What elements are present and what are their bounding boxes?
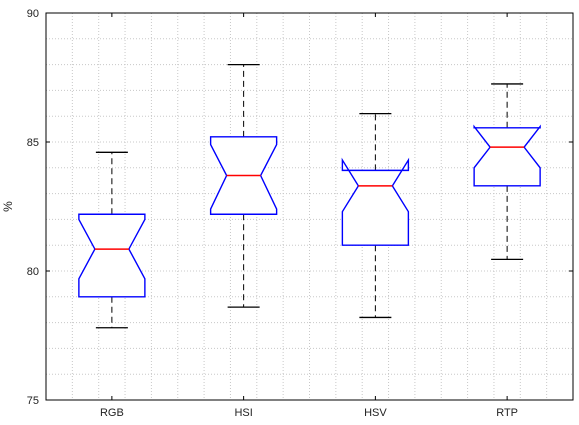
- box-rgb: [78, 151, 146, 329]
- box-body: [473, 124, 541, 187]
- box-rtp: [473, 83, 541, 261]
- y-tick-label: 85: [27, 137, 39, 149]
- y-ticks: 75 80 85 90: [27, 8, 573, 407]
- boxes: [78, 63, 541, 329]
- y-tick-label: 75: [27, 395, 39, 407]
- box-body: [78, 213, 146, 298]
- y-tick-label: 90: [27, 8, 39, 20]
- y-axis-label: %: [1, 201, 15, 212]
- x-tick-label: HSV: [364, 407, 387, 419]
- grid: [46, 13, 573, 400]
- x-ticks: RGB HSI HSV RTP: [100, 13, 518, 419]
- x-tick-label: HSI: [234, 407, 252, 419]
- box-body: [341, 157, 410, 246]
- plot-frame: [45, 12, 574, 401]
- x-tick-label: RTP: [496, 407, 518, 419]
- box-hsi: [209, 63, 278, 308]
- box-hsv: [341, 112, 410, 319]
- x-tick-label: RGB: [100, 407, 124, 419]
- y-tick-label: 80: [27, 266, 39, 278]
